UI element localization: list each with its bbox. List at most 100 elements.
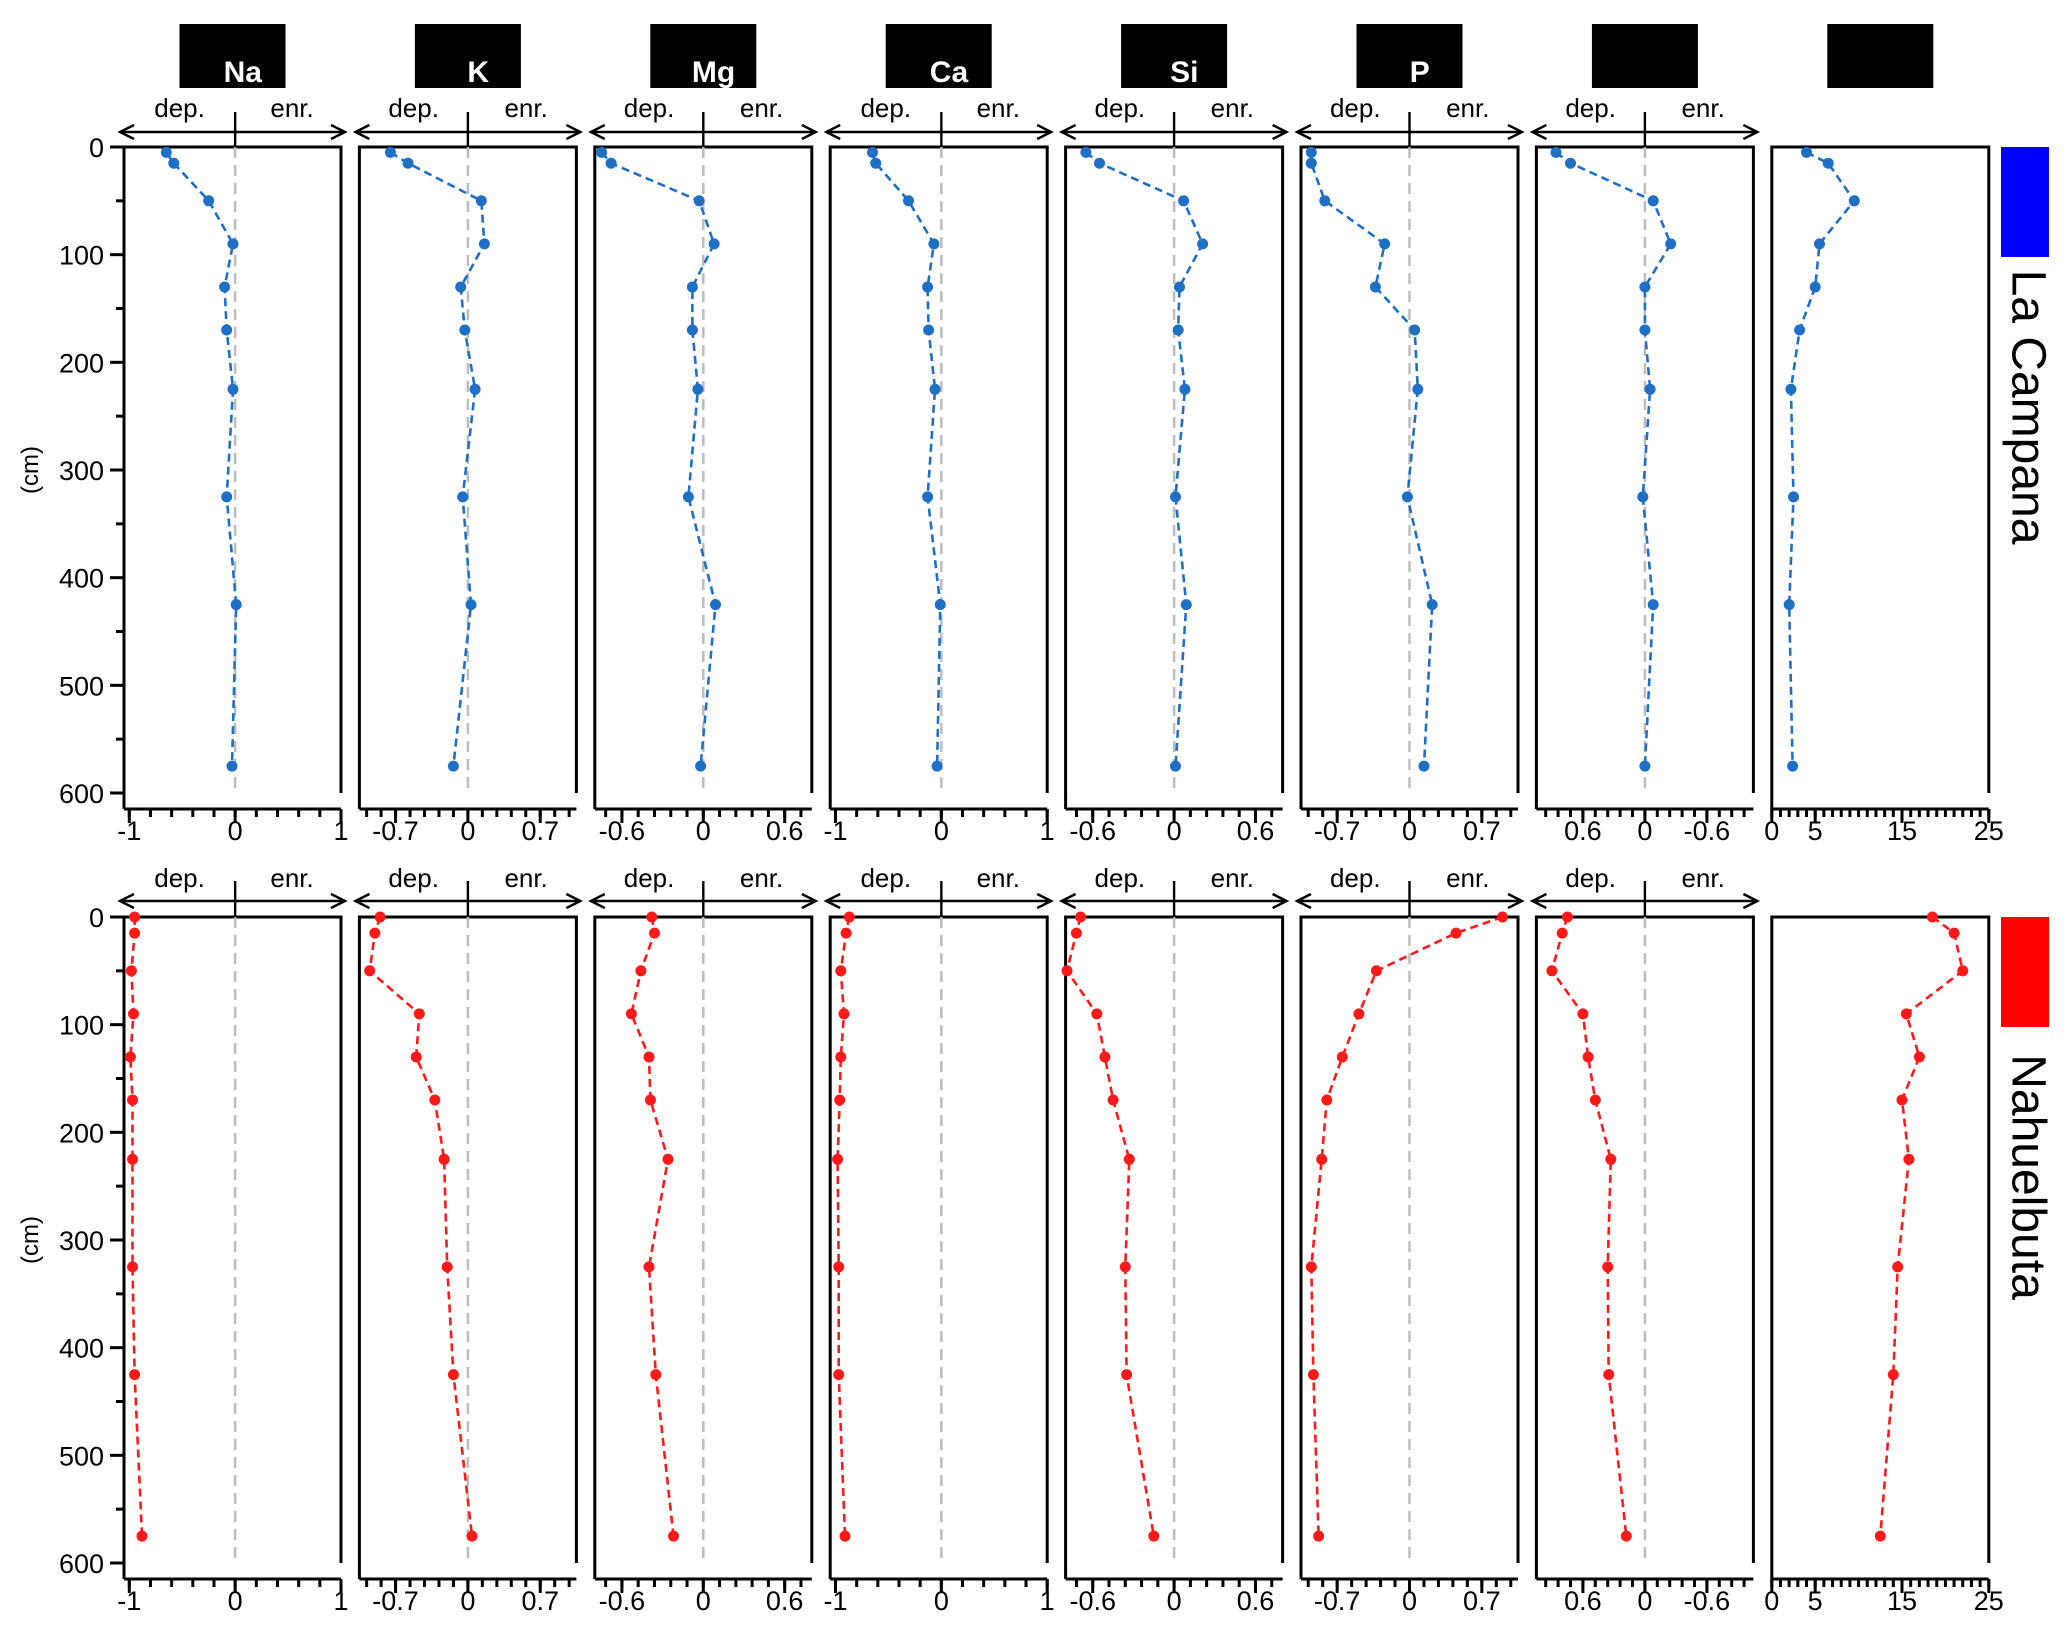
header-subscript-si: Si <box>1170 56 1198 89</box>
x-tick-label: 0.7 <box>521 1586 559 1616</box>
header-si: τSi <box>1121 24 1228 89</box>
x-tick-label: 0.7 <box>1463 816 1501 846</box>
data-point <box>1418 760 1430 772</box>
data-point <box>160 146 172 158</box>
data-point <box>1409 324 1421 336</box>
direction-arrow-right <box>1036 123 1054 141</box>
data-point <box>125 965 137 977</box>
data-point <box>646 911 658 923</box>
data-point <box>1644 383 1656 395</box>
data-point <box>692 383 704 395</box>
series-line <box>1555 151 1673 767</box>
data-point <box>1370 965 1382 977</box>
enrichment-label: enr. <box>1211 863 1254 893</box>
direction-arrow-left <box>1294 892 1312 910</box>
data-point <box>1787 760 1799 772</box>
data-point <box>129 911 141 923</box>
data-point <box>1565 157 1576 169</box>
data-point <box>835 1051 847 1063</box>
data-point <box>1497 911 1508 923</box>
enrichment-label: enr. <box>1681 863 1724 893</box>
data-point <box>1197 238 1209 250</box>
data-point <box>1794 324 1806 336</box>
enrichment-label: enr. <box>504 863 547 893</box>
enrichment-label: enr. <box>270 863 313 893</box>
y-axis-unit-label: (cm) <box>17 1216 44 1264</box>
data-point <box>1546 965 1558 977</box>
x-tick-label: 0 <box>1402 816 1417 846</box>
data-point <box>1561 911 1573 923</box>
data-point <box>459 324 471 336</box>
series-line <box>836 916 851 1537</box>
data-point <box>1336 1051 1348 1063</box>
data-point <box>455 281 467 293</box>
data-point <box>168 157 180 169</box>
data-point <box>1305 157 1317 169</box>
panel-p: -0.7 0 0.7 dep. enr. <box>1294 93 1525 846</box>
direction-arrow-left <box>588 123 606 141</box>
direction-arrow-left <box>1529 123 1547 141</box>
data-point <box>605 157 617 169</box>
data-point <box>1577 1008 1589 1020</box>
x-tick-label: 25 <box>1974 1586 2004 1616</box>
x-tick-label: 0 <box>1637 816 1652 846</box>
data-point <box>682 491 694 503</box>
direction-arrow-right <box>330 892 348 910</box>
data-point <box>429 1094 441 1106</box>
enrichment-label: enr. <box>740 93 783 123</box>
header-na: τNa <box>179 24 286 89</box>
header-ca: τCa <box>885 24 992 89</box>
y-tick-label: 300 <box>59 1226 104 1256</box>
data-point <box>928 238 940 250</box>
header-symbol-k: τ <box>447 30 468 82</box>
data-point <box>227 383 239 395</box>
data-point <box>1075 911 1086 923</box>
data-point <box>1172 324 1184 336</box>
data-point <box>870 157 882 169</box>
data-point <box>1926 911 1938 923</box>
depletion-label: dep. <box>1095 863 1146 893</box>
data-point <box>466 1530 478 1542</box>
data-point <box>469 383 481 395</box>
x-tick-label: 0.6 <box>1237 816 1275 846</box>
data-point <box>1582 1051 1594 1063</box>
data-point <box>128 1008 139 1020</box>
direction-arrow-right <box>1507 892 1525 910</box>
data-point <box>124 1051 136 1063</box>
depletion-label: dep. <box>1565 863 1616 893</box>
y-tick-label: 100 <box>59 241 104 271</box>
panel-dcia: 0 5 15 25 <box>1764 145 2004 846</box>
data-point <box>127 1094 138 1106</box>
x-tick-label: 0 <box>696 816 711 846</box>
data-point <box>1379 238 1391 250</box>
data-point <box>903 195 914 207</box>
direction-arrow-right <box>801 892 819 910</box>
header-symbol-p: τ <box>1389 30 1410 82</box>
header-cdf: CDF <box>1591 24 1698 88</box>
data-point <box>1605 1153 1617 1165</box>
site-color-bar <box>2001 147 2049 257</box>
x-tick-label: -0.6 <box>1684 816 1731 846</box>
panel-cdf: 0.6 0 -0.6 dep. enr. <box>1529 93 1761 846</box>
data-point <box>374 911 386 923</box>
direction-arrow-right <box>1507 123 1525 141</box>
header-label-dcia: ΔCIA <box>1829 32 1932 79</box>
series-line <box>1309 915 1503 1537</box>
data-point <box>693 195 705 207</box>
enrichment-label: enr. <box>1446 863 1489 893</box>
header-mg: τMg <box>650 24 757 89</box>
data-point <box>364 965 376 977</box>
depletion-label: dep. <box>860 863 911 893</box>
x-tick-label: 0 <box>460 816 475 846</box>
data-point <box>1305 1261 1317 1273</box>
data-point <box>1319 195 1331 207</box>
x-tick-label: -0.6 <box>1684 1586 1731 1616</box>
data-point <box>457 491 469 503</box>
x-tick-label: 0.6 <box>766 1586 804 1616</box>
x-tick-label: -0.7 <box>372 816 419 846</box>
header-label-si: τSi <box>1150 30 1199 89</box>
data-point <box>922 281 934 293</box>
x-tick-label: -0.6 <box>599 1586 646 1616</box>
y-tick-label: 400 <box>59 1334 104 1364</box>
